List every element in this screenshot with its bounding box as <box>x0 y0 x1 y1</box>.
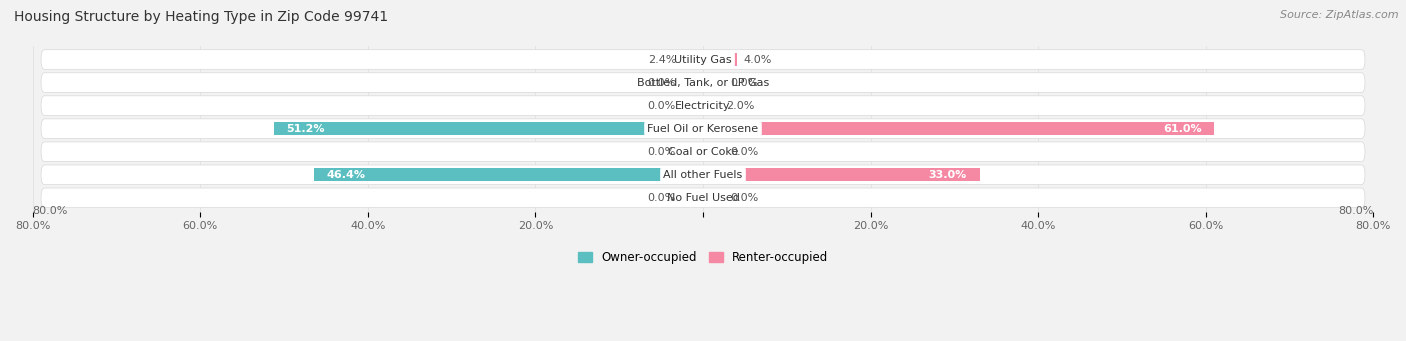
Text: 61.0%: 61.0% <box>1163 124 1202 134</box>
Bar <box>682 145 703 158</box>
FancyBboxPatch shape <box>41 73 1365 92</box>
Text: 4.0%: 4.0% <box>744 55 772 64</box>
Text: 0.0%: 0.0% <box>731 147 759 157</box>
Text: Source: ZipAtlas.com: Source: ZipAtlas.com <box>1281 10 1399 20</box>
Text: Electricity: Electricity <box>675 101 731 110</box>
Text: 0.0%: 0.0% <box>731 193 759 203</box>
Text: 46.4%: 46.4% <box>326 170 366 180</box>
Bar <box>703 99 720 112</box>
Bar <box>682 99 703 112</box>
Text: Fuel Oil or Kerosene: Fuel Oil or Kerosene <box>647 124 759 134</box>
Text: 0.0%: 0.0% <box>647 77 675 88</box>
FancyBboxPatch shape <box>41 142 1365 162</box>
Text: 80.0%: 80.0% <box>1339 206 1374 216</box>
Text: 2.0%: 2.0% <box>727 101 755 110</box>
Bar <box>682 192 703 204</box>
Text: 0.0%: 0.0% <box>647 101 675 110</box>
Text: No Fuel Used: No Fuel Used <box>666 193 740 203</box>
Text: Bottled, Tank, or LP Gas: Bottled, Tank, or LP Gas <box>637 77 769 88</box>
Bar <box>274 122 703 135</box>
Text: 0.0%: 0.0% <box>731 77 759 88</box>
Text: 0.0%: 0.0% <box>647 193 675 203</box>
FancyBboxPatch shape <box>41 165 1365 184</box>
Text: Coal or Coke: Coal or Coke <box>668 147 738 157</box>
Bar <box>703 192 724 204</box>
Text: 80.0%: 80.0% <box>32 206 67 216</box>
Bar <box>703 122 1215 135</box>
Bar <box>314 168 703 181</box>
Text: 33.0%: 33.0% <box>929 170 967 180</box>
Bar <box>703 53 737 66</box>
Text: All other Fuels: All other Fuels <box>664 170 742 180</box>
Bar <box>682 76 703 89</box>
Bar <box>703 145 724 158</box>
Text: Housing Structure by Heating Type in Zip Code 99741: Housing Structure by Heating Type in Zip… <box>14 10 388 24</box>
Text: 51.2%: 51.2% <box>287 124 325 134</box>
FancyBboxPatch shape <box>41 188 1365 208</box>
Bar <box>703 76 724 89</box>
Text: 2.4%: 2.4% <box>648 55 676 64</box>
FancyBboxPatch shape <box>41 96 1365 115</box>
Bar <box>703 168 980 181</box>
Text: 0.0%: 0.0% <box>647 147 675 157</box>
Bar <box>683 53 703 66</box>
Legend: Owner-occupied, Renter-occupied: Owner-occupied, Renter-occupied <box>572 247 834 269</box>
FancyBboxPatch shape <box>41 50 1365 69</box>
FancyBboxPatch shape <box>41 119 1365 138</box>
Text: Utility Gas: Utility Gas <box>675 55 731 64</box>
